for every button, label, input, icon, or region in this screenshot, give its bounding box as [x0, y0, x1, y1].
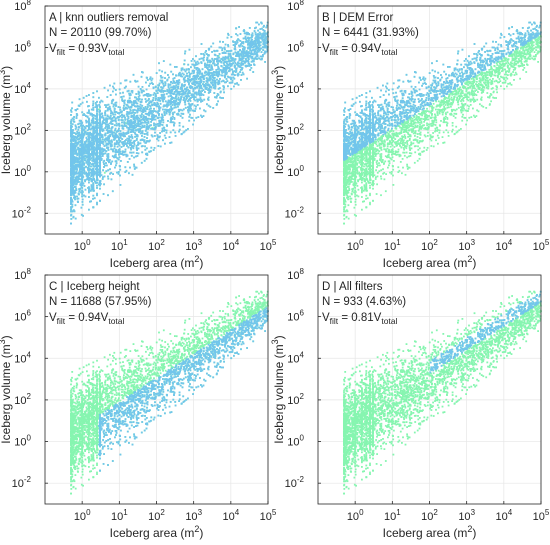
scatter-point — [107, 176, 109, 178]
scatter-point — [160, 103, 162, 105]
scatter-point — [80, 178, 82, 180]
scatter-point — [110, 163, 112, 165]
scatter-point — [175, 84, 177, 86]
scatter-point — [115, 89, 117, 91]
scatter-point — [205, 50, 207, 52]
scatter-point — [254, 37, 256, 39]
scatter-point — [86, 101, 88, 103]
scatter-point — [112, 190, 114, 192]
scatter-point — [197, 104, 199, 106]
scatter-point — [160, 146, 162, 148]
scatter-point — [146, 137, 148, 139]
scatter-point — [104, 172, 106, 174]
scatter-point — [96, 187, 98, 189]
scatter-point — [174, 66, 176, 68]
scatter-point — [109, 85, 111, 87]
scatter-point — [174, 111, 176, 113]
scatter-point — [252, 32, 254, 34]
scatter-point — [170, 71, 172, 73]
scatter-point — [92, 195, 94, 197]
scatter-point — [185, 129, 187, 131]
scatter-point — [223, 91, 225, 93]
scatter-point — [178, 73, 180, 75]
scatter-point — [120, 130, 122, 132]
scatter-point — [114, 114, 116, 116]
scatter-point — [102, 139, 104, 141]
scatter-point — [153, 108, 155, 110]
scatter-point — [133, 164, 135, 166]
scatter-point — [119, 109, 121, 111]
scatter-point — [121, 138, 123, 140]
scatter-point — [227, 33, 229, 35]
scatter-point — [105, 170, 107, 172]
scatter-point — [143, 90, 145, 92]
scatter-point — [154, 147, 156, 149]
scatter-point — [130, 147, 132, 149]
scatter-point — [187, 128, 189, 130]
scatter-point — [99, 106, 101, 108]
grid — [45, 6, 268, 234]
scatter-point — [133, 152, 135, 154]
scatter-point — [211, 51, 213, 53]
scatter-point — [129, 158, 131, 160]
scatter-point — [70, 122, 72, 124]
scatter-point — [77, 147, 79, 149]
scatter-point — [122, 92, 124, 94]
scatter-point — [202, 68, 204, 70]
scatter-point — [168, 87, 170, 89]
scatter-point — [226, 50, 228, 52]
scatter-point — [106, 96, 108, 98]
scatter-point — [208, 66, 210, 68]
scatter-point — [78, 105, 80, 107]
scatter-point — [88, 209, 90, 211]
scatter-point — [164, 135, 166, 137]
scatter-point — [262, 49, 264, 51]
scatter-point — [76, 149, 78, 151]
scatter-point — [114, 130, 116, 132]
scatter-point — [136, 152, 138, 154]
scatter-point — [110, 94, 112, 96]
scatter-point — [77, 129, 79, 131]
scatter-point — [123, 107, 125, 109]
scatter-point — [98, 97, 100, 99]
scatter-point — [92, 198, 94, 200]
scatter-point — [92, 176, 94, 178]
scatter-point — [249, 69, 251, 71]
scatter-point — [170, 86, 172, 88]
scatter-point — [147, 100, 149, 102]
scatter-point — [184, 60, 186, 62]
scatter-point — [146, 122, 148, 124]
scatter-point — [162, 139, 164, 141]
scatter-point — [148, 122, 150, 124]
scatter-point — [118, 171, 120, 173]
scatter-point — [135, 93, 137, 95]
scatter-point — [227, 85, 229, 87]
scatter-point — [142, 86, 144, 88]
scatter-point — [211, 58, 213, 60]
scatter-point — [167, 120, 169, 122]
scatter-point — [258, 58, 260, 60]
scatter-point — [118, 128, 120, 130]
scatter-point — [120, 184, 122, 186]
scatter-point — [129, 97, 131, 99]
scatter-point — [106, 104, 108, 106]
scatter-point — [250, 67, 252, 69]
